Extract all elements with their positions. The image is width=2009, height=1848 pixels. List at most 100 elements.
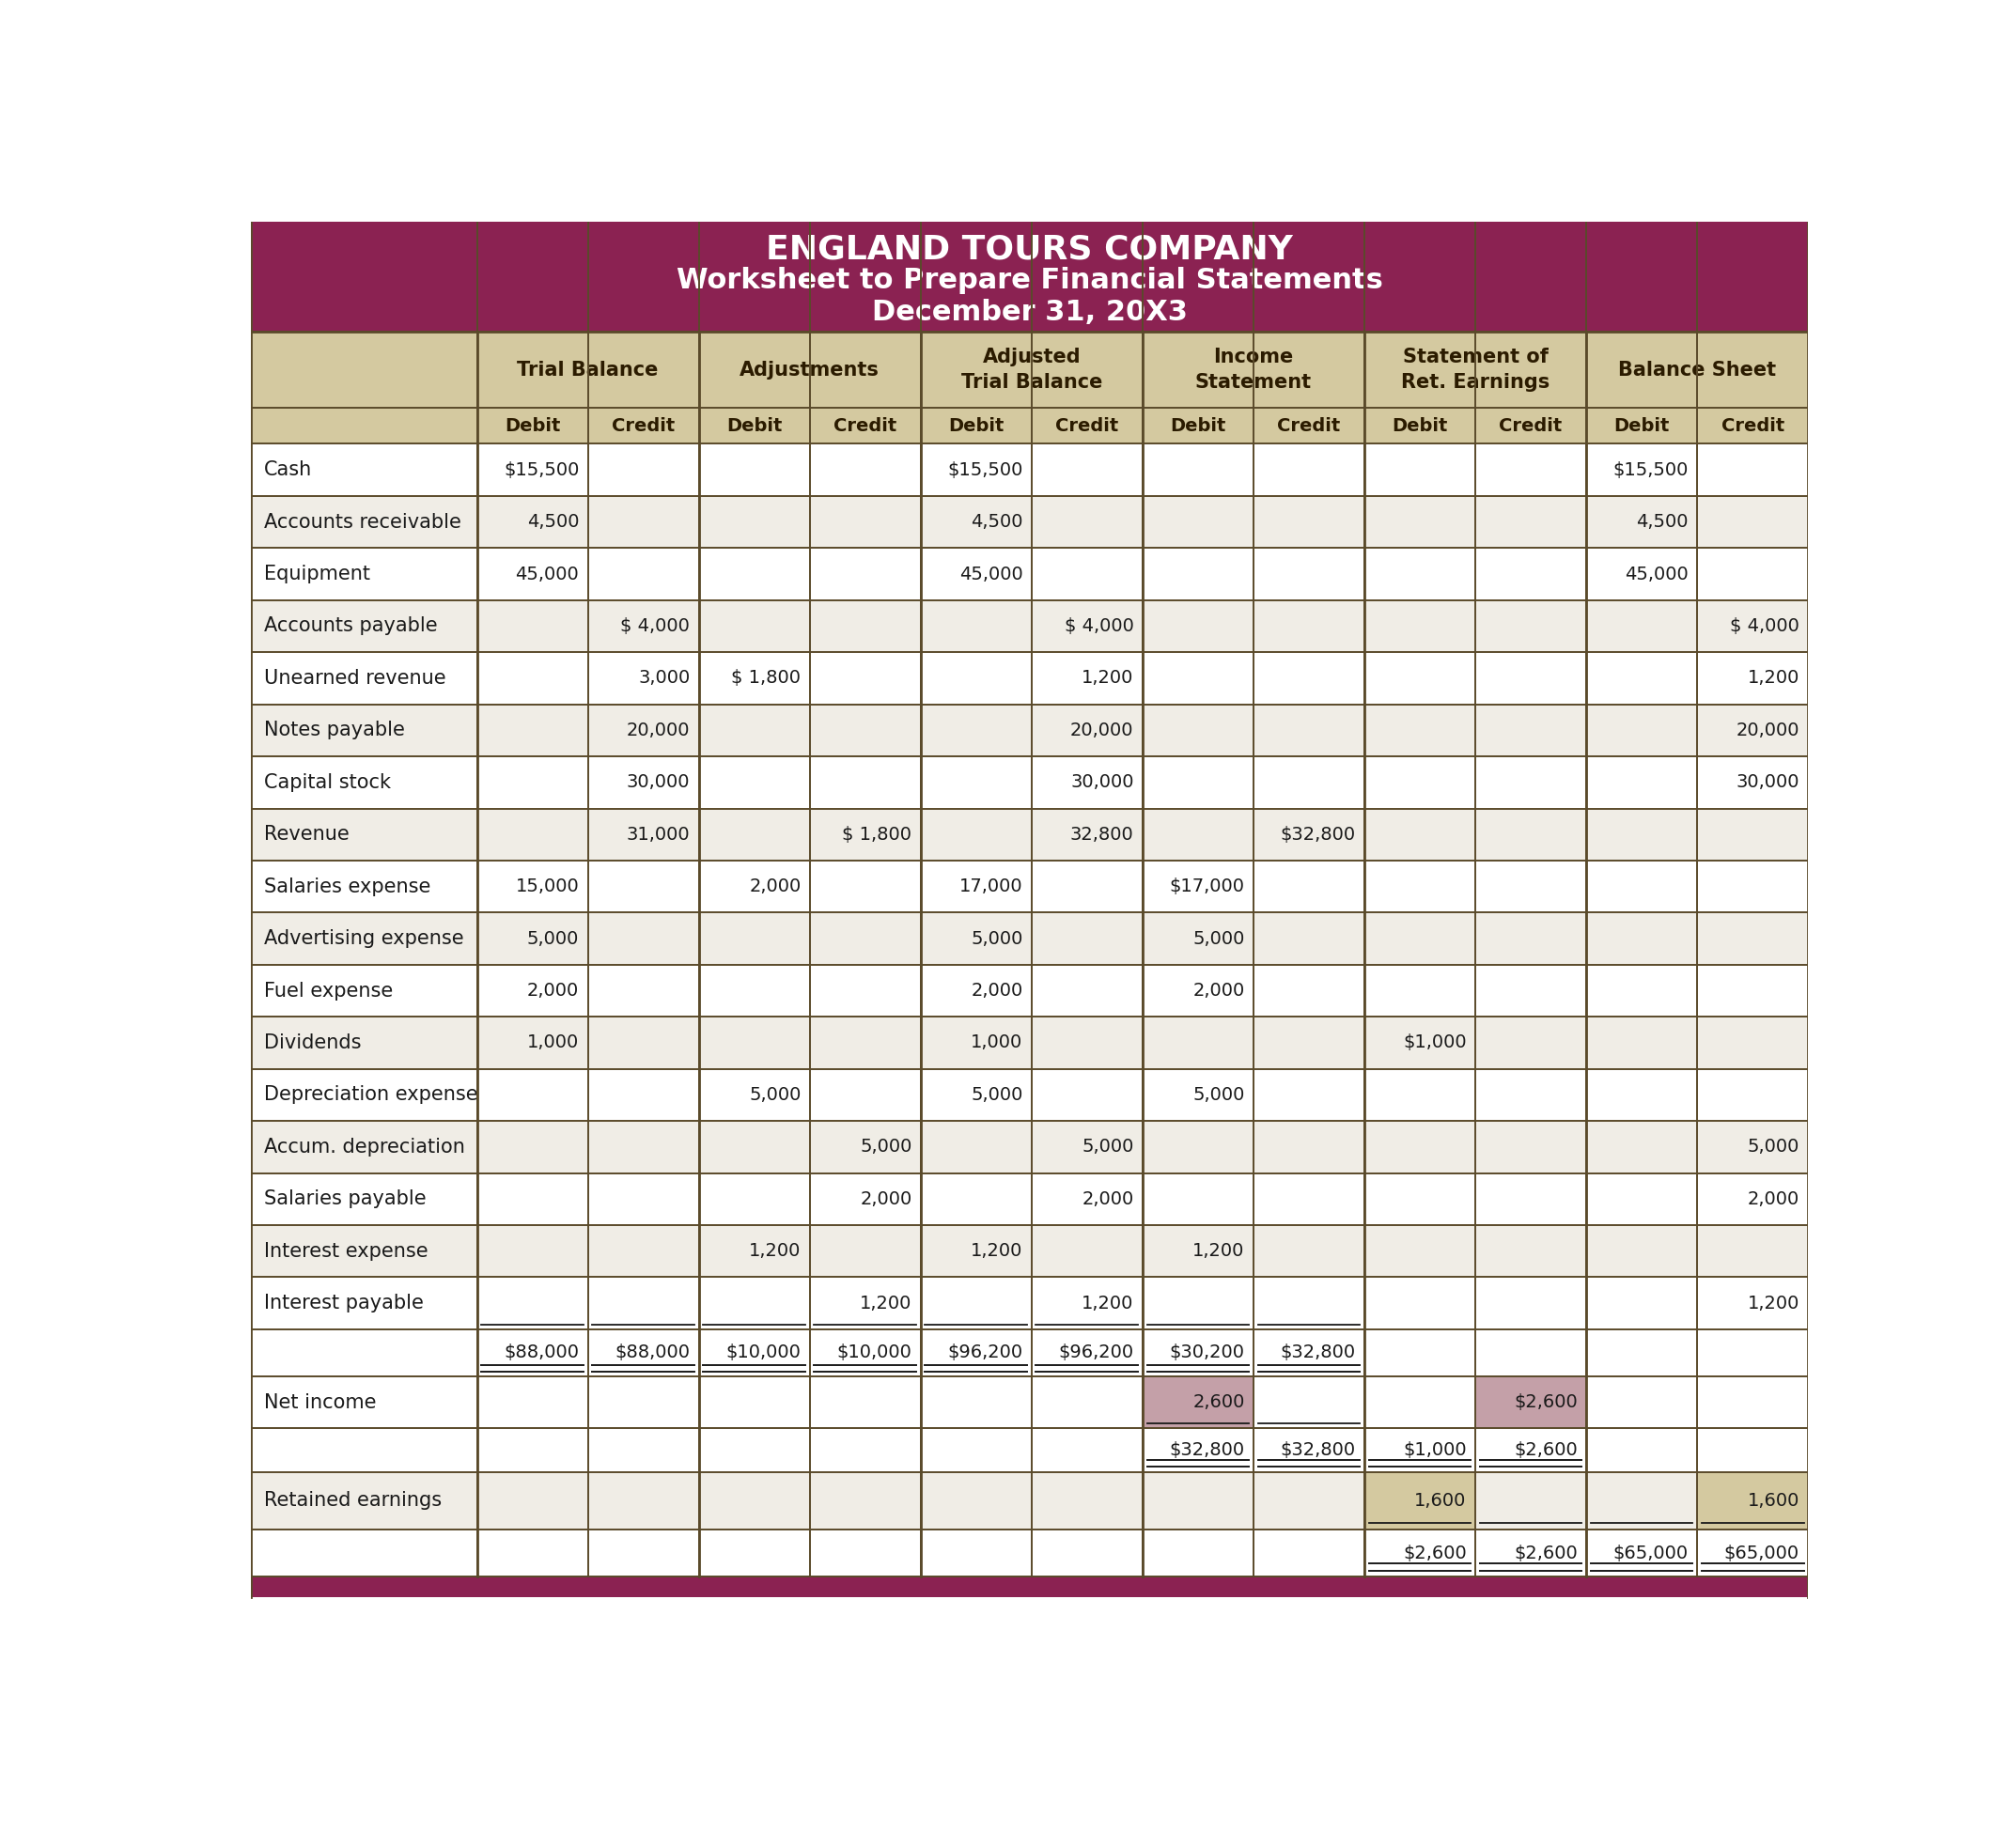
Text: Accum. depreciation: Accum. depreciation — [265, 1138, 466, 1157]
Text: Debit: Debit — [504, 418, 561, 434]
Text: Revenue: Revenue — [265, 824, 350, 845]
Text: 1,200: 1,200 — [749, 1242, 802, 1260]
Text: Retained earnings: Retained earnings — [265, 1491, 442, 1510]
Bar — [251, 1016, 1808, 1068]
Text: $88,000: $88,000 — [615, 1343, 689, 1362]
Text: $1,000: $1,000 — [1402, 1033, 1467, 1052]
Text: 1,600: 1,600 — [1414, 1491, 1467, 1510]
Text: $96,200: $96,200 — [948, 1343, 1023, 1362]
Bar — [251, 652, 1808, 704]
Text: $2,600: $2,600 — [1515, 1441, 1577, 1460]
Text: $32,800: $32,800 — [1280, 826, 1356, 843]
Bar — [251, 444, 1808, 495]
Bar — [251, 333, 1808, 408]
Text: $32,800: $32,800 — [1280, 1441, 1356, 1460]
Text: Credit: Credit — [1055, 418, 1119, 434]
Text: $10,000: $10,000 — [838, 1343, 912, 1362]
Bar — [251, 965, 1808, 1016]
Text: Statement of
Ret. Earnings: Statement of Ret. Earnings — [1400, 347, 1549, 392]
Text: Adjusted
Trial Balance: Adjusted Trial Balance — [960, 347, 1103, 392]
Text: Net income: Net income — [265, 1393, 376, 1412]
Text: 5,000: 5,000 — [1193, 930, 1246, 948]
Text: Credit: Credit — [1722, 418, 1784, 434]
Text: Cash: Cash — [265, 460, 311, 479]
Bar — [251, 1068, 1808, 1122]
Text: Debit: Debit — [1169, 418, 1225, 434]
Text: 32,800: 32,800 — [1071, 826, 1133, 843]
Text: 4,500: 4,500 — [970, 514, 1023, 530]
Text: 2,000: 2,000 — [749, 878, 802, 896]
Text: 31,000: 31,000 — [627, 826, 689, 843]
Text: $2,600: $2,600 — [1515, 1545, 1577, 1562]
Text: $88,000: $88,000 — [504, 1343, 579, 1362]
Bar — [251, 1429, 1808, 1471]
Bar — [251, 861, 1808, 913]
Text: $10,000: $10,000 — [725, 1343, 802, 1362]
Bar — [251, 704, 1808, 756]
Text: 2,000: 2,000 — [1081, 1190, 1133, 1209]
Text: $2,600: $2,600 — [1515, 1393, 1577, 1412]
Text: Dividends: Dividends — [265, 1033, 362, 1052]
Text: $32,800: $32,800 — [1280, 1343, 1356, 1362]
Text: 45,000: 45,000 — [958, 565, 1023, 582]
Bar — [1698, 1471, 1808, 1530]
Text: $65,000: $65,000 — [1613, 1545, 1688, 1562]
Text: Salaries payable: Salaries payable — [265, 1190, 426, 1209]
Bar — [251, 1329, 1808, 1377]
Text: 4,500: 4,500 — [1635, 514, 1688, 530]
Text: 5,000: 5,000 — [526, 930, 579, 948]
Text: $ 4,000: $ 4,000 — [1065, 617, 1133, 636]
Bar — [251, 1377, 1808, 1429]
Text: 1,000: 1,000 — [970, 1033, 1023, 1052]
Bar — [251, 408, 1808, 444]
Text: Credit: Credit — [1499, 418, 1563, 434]
Text: 45,000: 45,000 — [1625, 565, 1688, 582]
Text: 20,000: 20,000 — [1736, 721, 1800, 739]
Bar — [1143, 1377, 1254, 1429]
Text: Interest payable: Interest payable — [265, 1294, 424, 1312]
Bar — [251, 1530, 1808, 1576]
Text: 4,500: 4,500 — [526, 514, 579, 530]
Text: Worksheet to Prepare Financial Statements: Worksheet to Prepare Financial Statement… — [677, 266, 1382, 294]
Text: 15,000: 15,000 — [516, 878, 579, 896]
Text: $ 1,800: $ 1,800 — [731, 669, 802, 687]
Bar — [251, 222, 1808, 333]
Text: 1,200: 1,200 — [1193, 1242, 1246, 1260]
Bar — [251, 1576, 1808, 1597]
Bar — [251, 1173, 1808, 1225]
Text: 17,000: 17,000 — [958, 878, 1023, 896]
Text: 1,600: 1,600 — [1748, 1491, 1800, 1510]
Text: Debit: Debit — [948, 418, 1004, 434]
Text: Capital stock: Capital stock — [265, 772, 392, 791]
Bar — [251, 495, 1808, 549]
Text: 2,000: 2,000 — [526, 981, 579, 1000]
Text: $15,500: $15,500 — [948, 460, 1023, 479]
Text: 30,000: 30,000 — [1071, 774, 1133, 791]
Text: Accounts receivable: Accounts receivable — [265, 512, 462, 532]
Bar — [251, 1225, 1808, 1277]
Text: Credit: Credit — [611, 418, 675, 434]
Bar — [1475, 1377, 1587, 1429]
Text: 2,000: 2,000 — [970, 981, 1023, 1000]
Text: 45,000: 45,000 — [516, 565, 579, 582]
Text: $ 1,800: $ 1,800 — [842, 826, 912, 843]
Text: $ 4,000: $ 4,000 — [621, 617, 689, 636]
Text: 2,600: 2,600 — [1193, 1393, 1246, 1412]
Text: $32,800: $32,800 — [1169, 1441, 1246, 1460]
Text: December 31, 20X3: December 31, 20X3 — [872, 298, 1187, 325]
Text: $30,200: $30,200 — [1169, 1343, 1246, 1362]
Text: Accounts payable: Accounts payable — [265, 617, 438, 636]
Text: $15,500: $15,500 — [1613, 460, 1688, 479]
Text: Salaries expense: Salaries expense — [265, 878, 430, 896]
Text: Credit: Credit — [1278, 418, 1340, 434]
Text: Adjustments: Adjustments — [739, 360, 880, 379]
Text: Unearned revenue: Unearned revenue — [265, 669, 446, 687]
Text: Fuel expense: Fuel expense — [265, 981, 394, 1000]
Text: 5,000: 5,000 — [970, 1087, 1023, 1103]
Text: Debit: Debit — [1392, 418, 1448, 434]
Text: 1,200: 1,200 — [860, 1294, 912, 1312]
Text: $17,000: $17,000 — [1169, 878, 1246, 896]
Bar — [251, 913, 1808, 965]
Text: 5,000: 5,000 — [1081, 1138, 1133, 1157]
Bar — [251, 808, 1808, 861]
